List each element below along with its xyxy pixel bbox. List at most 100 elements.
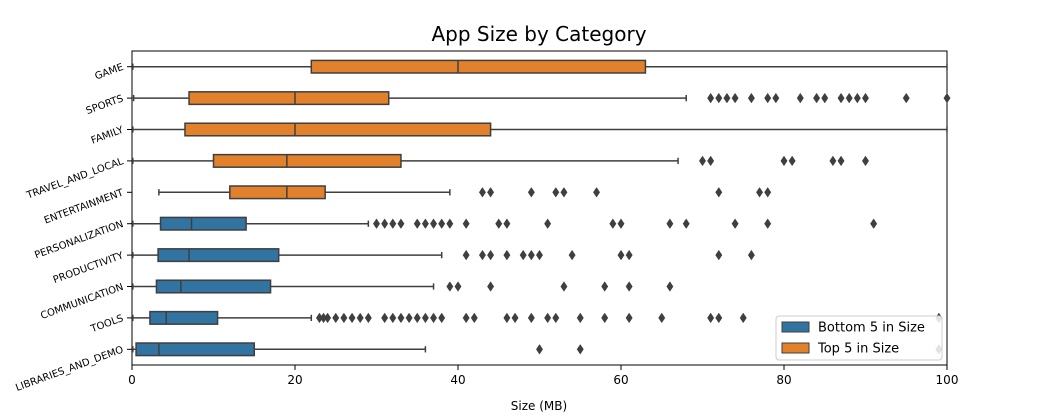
iqr-box xyxy=(310,59,647,74)
x-tick-label: 0 xyxy=(128,373,136,387)
iqr-box xyxy=(135,342,255,357)
iqr-box xyxy=(149,310,219,325)
x-tick-label: 60 xyxy=(613,373,628,387)
outlier-point xyxy=(446,218,454,229)
outlier-point xyxy=(527,187,535,198)
x-axis-label: Size (MB) xyxy=(511,399,567,413)
outlier-point xyxy=(405,312,413,324)
outlier-point xyxy=(731,218,739,229)
outlier-point xyxy=(576,344,584,355)
outlier-point xyxy=(902,92,910,104)
iqr-box xyxy=(188,91,390,106)
outlier-point xyxy=(764,218,772,229)
outlier-point xyxy=(707,312,715,324)
outlier-point xyxy=(503,312,511,324)
outlier-point xyxy=(739,312,747,324)
outlier-point xyxy=(837,155,845,167)
outlier-point xyxy=(389,312,397,324)
outlier-point xyxy=(527,249,535,261)
outlier-point xyxy=(617,249,625,261)
outlier-point xyxy=(348,312,356,324)
iqr-box xyxy=(184,122,492,137)
y-tick-label: TOOLS xyxy=(89,313,125,335)
box-game: GAME xyxy=(94,59,948,82)
chart-title: App Size by Category xyxy=(431,22,646,46)
iqr-box xyxy=(155,279,272,294)
outlier-point xyxy=(332,312,340,324)
outlier-point xyxy=(478,187,486,198)
outlier-point xyxy=(381,312,389,324)
outlier-point xyxy=(356,312,364,324)
outlier-point xyxy=(625,312,633,324)
outlier-point xyxy=(715,312,723,324)
outlier-point xyxy=(698,155,707,167)
outlier-point xyxy=(715,249,723,261)
legend-frame xyxy=(775,315,943,361)
outlier-point xyxy=(723,92,731,104)
outlier-point xyxy=(421,218,429,229)
outlier-point xyxy=(544,218,552,229)
outlier-point xyxy=(438,218,446,229)
outlier-point xyxy=(487,281,495,292)
legend-swatch xyxy=(781,342,810,354)
legend-swatch xyxy=(781,321,810,333)
outlier-point xyxy=(601,312,609,324)
y-tick-label: PRODUCTIVITY xyxy=(52,250,126,286)
outlier-point xyxy=(389,218,397,229)
outlier-point xyxy=(397,312,405,324)
outlier-point xyxy=(381,218,389,229)
outlier-point xyxy=(609,218,617,229)
outlier-point xyxy=(861,92,870,104)
outlier-point xyxy=(625,249,633,261)
outlier-point xyxy=(519,249,527,261)
y-tick-label: SPORTS xyxy=(85,93,125,117)
outlier-point xyxy=(413,312,421,324)
iqr-box xyxy=(157,248,280,263)
outlier-point xyxy=(666,281,674,292)
outlier-point xyxy=(340,312,348,324)
box-communication: COMMUNICATION xyxy=(39,279,674,322)
outlier-point xyxy=(764,92,772,104)
outlier-point xyxy=(364,312,372,324)
outlier-point xyxy=(861,155,870,167)
plot-frame xyxy=(131,50,948,366)
outlier-point xyxy=(682,218,690,229)
outlier-point xyxy=(430,218,438,229)
outlier-point xyxy=(747,92,755,104)
outlier-point xyxy=(715,187,723,198)
outlier-point xyxy=(780,155,788,167)
outlier-point xyxy=(788,155,796,167)
outlier-point xyxy=(617,218,625,229)
y-tick-label: GAME xyxy=(94,62,126,82)
outlier-point xyxy=(552,187,560,198)
outlier-point xyxy=(764,187,772,198)
x-tick-label: 80 xyxy=(776,373,791,387)
outlier-point xyxy=(870,218,878,229)
outlier-point xyxy=(707,155,715,167)
outlier-point xyxy=(462,249,470,261)
outlier-point xyxy=(454,281,462,292)
iqr-box xyxy=(159,216,247,231)
outlier-point xyxy=(821,92,829,104)
outlier-point xyxy=(535,344,544,355)
outlier-point xyxy=(593,187,601,198)
outlier-point xyxy=(756,187,764,198)
box-family: FAMILY xyxy=(90,122,948,147)
outlier-point xyxy=(495,218,503,229)
x-tick-label: 40 xyxy=(450,373,465,387)
outlier-point xyxy=(601,281,609,292)
legend-label: Top 5 in Size xyxy=(817,342,899,357)
y-tick-label: LIBRARIES_AND_DEMO xyxy=(14,345,125,394)
outlier-point xyxy=(535,249,544,261)
outlier-point xyxy=(796,92,804,104)
outlier-point xyxy=(503,249,511,261)
x-tick-label: 100 xyxy=(936,373,959,387)
outlier-point xyxy=(372,218,381,229)
outlier-point xyxy=(576,312,584,324)
outlier-point xyxy=(715,92,723,104)
outlier-point xyxy=(853,92,861,104)
x-tick-label: 20 xyxy=(287,373,302,387)
box-travel-and-local: TRAVEL_AND_LOCAL xyxy=(24,153,870,202)
outlier-point xyxy=(462,218,470,229)
